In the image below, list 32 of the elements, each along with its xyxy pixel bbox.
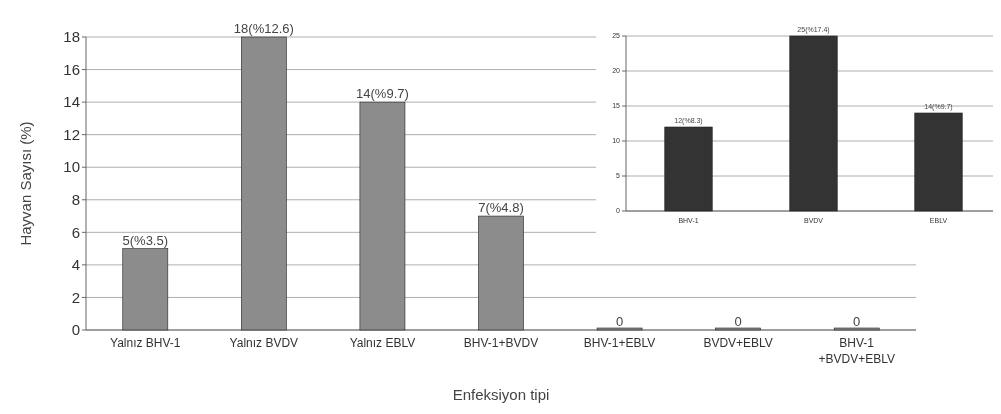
x-tick-label: BVDV+EBLV bbox=[703, 336, 773, 350]
y-tick-label: 8 bbox=[71, 191, 80, 209]
x-tick-label: BHV-1 +BVDV+EBLV bbox=[818, 336, 895, 366]
x-tick-label: BHV-1+EBLV bbox=[583, 336, 656, 350]
bar bbox=[122, 248, 169, 331]
data-label: 7(%4.8) bbox=[478, 200, 524, 216]
y-tick-label: 12 bbox=[63, 125, 80, 143]
y-tick-label: 18 bbox=[63, 28, 80, 46]
y-tick-label: 14 bbox=[63, 93, 80, 111]
x-axis-title: Enfeksiyon tipi bbox=[452, 386, 550, 403]
bar bbox=[359, 101, 406, 331]
x-tick-label: Yalnız EBLV bbox=[349, 336, 416, 350]
y-tick-label: 0 bbox=[71, 321, 80, 339]
bar bbox=[789, 35, 838, 212]
y-axis-title: Hayvan Sayısı (%) bbox=[17, 121, 34, 246]
y-tick-label: 4 bbox=[71, 256, 80, 274]
bar bbox=[478, 215, 524, 331]
bar bbox=[914, 112, 963, 212]
data-label: 18(%12.6) bbox=[233, 21, 294, 36]
x-tick-label: BHV-1+BVDV bbox=[463, 336, 539, 350]
y-tick-label: 6 bbox=[71, 223, 80, 241]
data-label: 5(%3.5) bbox=[122, 232, 169, 248]
y-tick-label: 10 bbox=[63, 158, 80, 176]
data-label: 14(%9.7) bbox=[356, 86, 409, 102]
y-tick-label: 2 bbox=[71, 288, 80, 306]
data-label: 0 bbox=[734, 314, 742, 329]
bar bbox=[664, 126, 713, 212]
bar bbox=[241, 36, 287, 331]
x-tick-label: Yalnız BHV-1 bbox=[110, 336, 181, 350]
y-tick-label: 16 bbox=[63, 60, 80, 78]
data-label: 0 bbox=[853, 314, 861, 329]
x-tick-label: Yalnız BVDV bbox=[229, 336, 299, 350]
